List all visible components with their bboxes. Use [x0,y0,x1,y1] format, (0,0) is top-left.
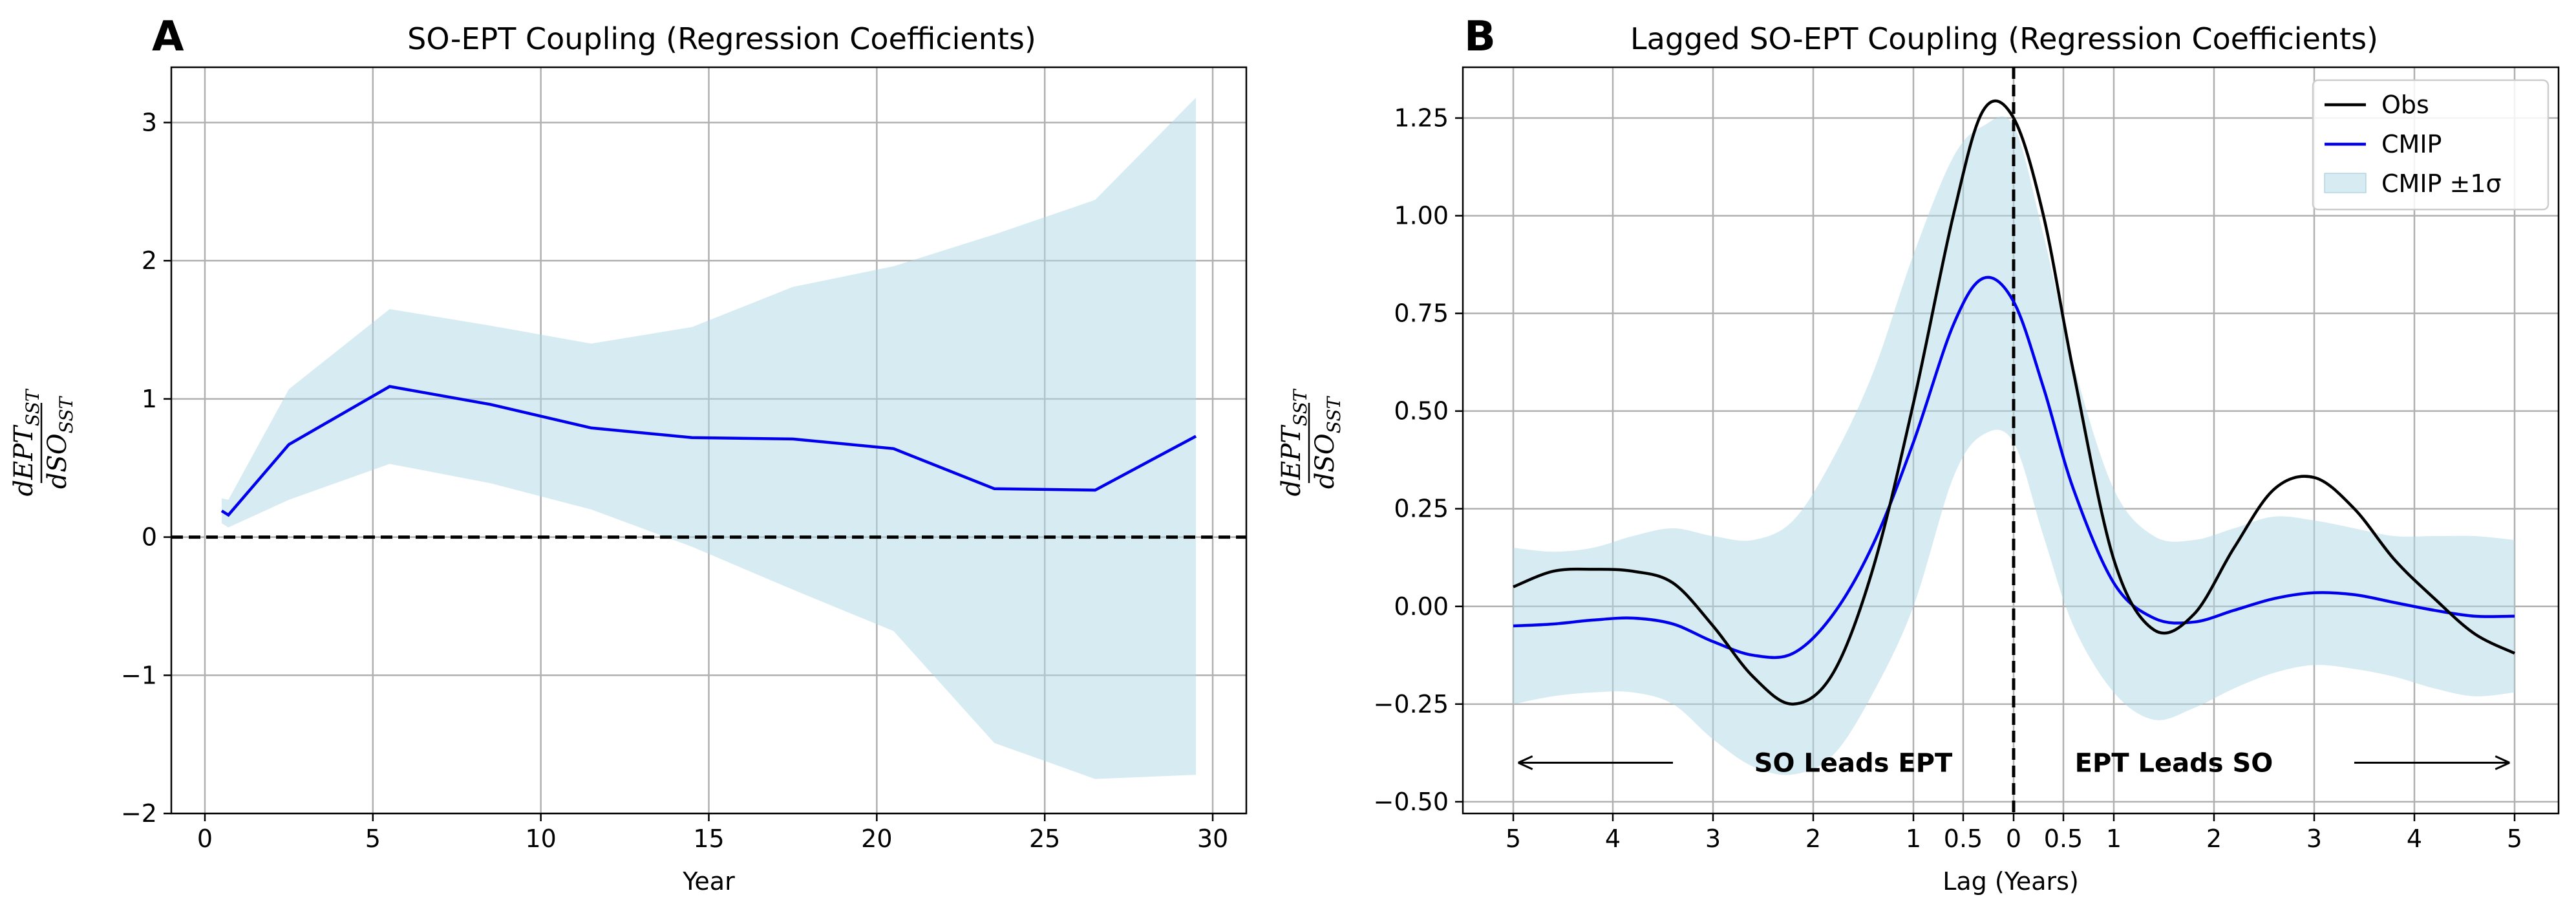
x-tick-label: 0 [197,824,213,853]
x-tick-label: 4 [1605,824,1621,853]
y-tick-label: 3 [142,108,157,136]
ylabel-numerator: dEPTSST [1277,388,1311,496]
y-tick-label: 0 [142,523,157,552]
x-tick-label: 0.5 [1944,824,1983,853]
y-tick-label: −0.50 [1374,788,1449,816]
y-tick-label: 0.50 [1394,397,1449,425]
panel-b-axes-frame [1462,66,2560,815]
panel-b-cmip-line [1513,275,2515,660]
y-tick-label: −1 [121,661,157,689]
panel-b-obs-line [1513,99,2515,706]
legend-cmip-label: CMIP [2381,130,2442,158]
panel-b-annotations: SO Leads EPT EPT Leads SO [1518,748,2510,778]
panel-a-ticks: 0 5 10 15 20 25 30 −2 −1 0 1 2 3 [121,108,1228,853]
x-tick-label: 1 [1906,824,1921,853]
panel-b-title: Lagged SO-EPT Coupling (Regression Coeff… [1630,21,2378,56]
x-tick-label: 20 [861,824,892,853]
y-tick-label: 0.00 [1394,592,1449,621]
x-tick-label: 0.5 [2044,824,2083,853]
y-tick-label: −0.25 [1374,690,1449,718]
y-tick-label: 0.25 [1394,495,1449,523]
legend-band-swatch [2324,173,2367,193]
x-tick-label: 3 [2306,824,2322,853]
panel-b-xlabel: Lag (Years) [1943,867,2079,896]
panel-a-title: SO-EPT Coupling (Regression Coefficients… [407,21,1036,56]
y-tick-label: 1.00 [1394,202,1449,230]
legend-band-label: CMIP ±1σ [2381,169,2502,198]
ylabel-numerator: dEPTSST [9,388,43,496]
y-tick-label: −2 [121,799,157,828]
arrow-head [1518,755,1533,770]
panel-a-label: A [152,13,184,61]
panel-b-ticks: 5 4 3 2 1 0.5 0 0.5 1 2 3 4 5−0.50−0.250.000.250.500… [1374,104,2523,853]
panel-b-std-band [1513,116,2515,775]
ept-leads-so-annotation: EPT Leads SO [2075,748,2273,778]
x-tick-label: 2 [1805,824,1821,853]
panel-b-legend: Obs CMIP CMIP ±1σ [2312,79,2549,211]
x-tick-label: 3 [1705,824,1721,853]
x-tick-label: 30 [1197,824,1228,853]
x-tick-label: 5 [2507,824,2522,853]
x-tick-label: 5 [365,824,381,853]
y-tick-label: 0.75 [1394,299,1449,328]
legend-obs-label: Obs [2381,91,2429,119]
x-tick-label: 4 [2407,824,2422,853]
ylabel-denominator: dSOSST [1310,395,1345,489]
panel-b-label: B [1464,13,1496,61]
ylabel-denominator: dSOSST [43,395,77,489]
y-tick-label: 1 [142,385,157,413]
arrow-head [2495,755,2510,770]
panel-a-cmip-line [220,385,1197,517]
x-tick-label: 10 [525,824,556,853]
so-leads-ept-annotation: SO Leads EPT [1754,748,1953,778]
panel-a: 0 5 10 15 20 25 30 −2 −1 0 1 2 3 SO-EPT Coupling (Re… [9,13,1248,896]
y-tick-label: 1.25 [1394,104,1449,133]
x-tick-label: 1 [2106,824,2122,853]
panel-a-xlabel: Year [682,867,735,896]
lead-arrows [1518,755,2510,770]
x-tick-label: 5 [1506,824,1521,853]
y-tick-label: 2 [142,246,157,275]
x-tick-label: 2 [2206,824,2222,853]
x-tick-label: 25 [1029,824,1060,853]
legend-box [2312,79,2549,211]
x-tick-label: 0 [2006,824,2021,853]
x-tick-label: 15 [693,824,724,853]
panel-b: 5 4 3 2 1 0.5 0 0.5 1 2 3 4 5−0.50−0.250.000.250.500… [1277,13,2560,896]
